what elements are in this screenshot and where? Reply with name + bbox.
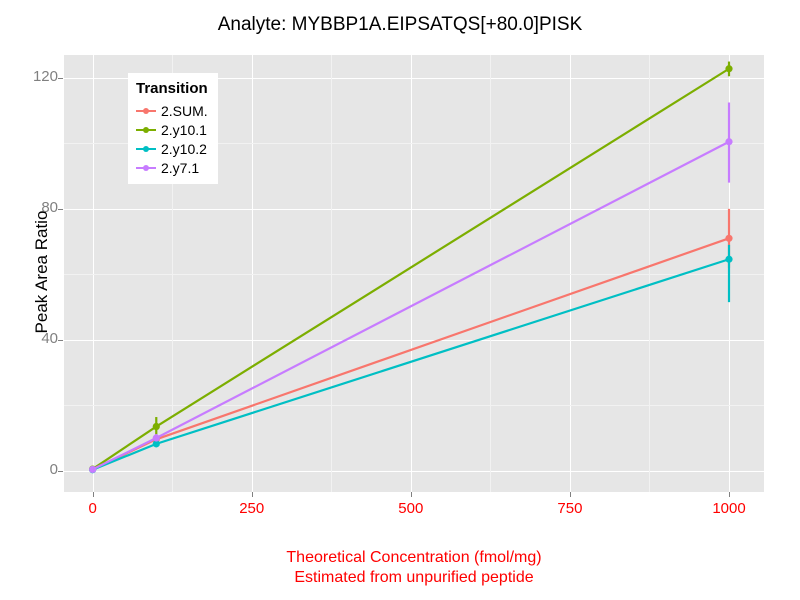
legend-item-2-y7-1[interactable]: 2.y7.1	[136, 158, 208, 177]
legend-items: 2.SUM. 2.y10.1 2.y10.2 2.y7.1	[136, 101, 208, 177]
series-line	[92, 258, 730, 471]
x-axis-title-line2: Estimated from unpurified peptide	[294, 569, 534, 586]
legend-item-2-y10-2[interactable]: 2.y10.2	[136, 139, 208, 158]
legend-key-icon	[136, 140, 156, 157]
legend-item-label: 2.y7.1	[161, 159, 200, 176]
legend-item-label: 2.y10.2	[161, 140, 207, 157]
legend-key-dot	[143, 146, 149, 152]
x-tick-mark	[410, 492, 412, 497]
x-axis-title-line1: Theoretical Concentration (fmol/mg)	[286, 549, 542, 566]
y-tick-mark	[58, 77, 63, 79]
y-tick-label: 120	[32, 67, 58, 85]
y-tick-label: 40	[41, 329, 58, 347]
gridline-minor-y	[64, 143, 764, 145]
y-tick-mark	[58, 208, 63, 210]
data-point	[152, 434, 160, 442]
x-tick-mark	[92, 492, 94, 497]
gridline-minor-y	[64, 405, 764, 407]
y-tick-mark	[58, 339, 63, 341]
data-point	[725, 138, 733, 146]
gridline-major-x	[251, 55, 253, 492]
gridline-major-x	[92, 55, 94, 492]
legend-item-2-y10-1[interactable]: 2.y10.1	[136, 120, 208, 139]
gridline-major-y	[64, 339, 764, 341]
y-tick-label: 0	[49, 460, 58, 478]
y-axis-title: Peak Area Ratio	[32, 210, 51, 334]
legend-key-dot	[143, 108, 149, 114]
series-line	[92, 140, 730, 471]
legend-item-2-sum-[interactable]: 2.SUM.	[136, 101, 208, 120]
legend-key-dot	[143, 165, 149, 171]
legend-key-icon	[136, 159, 156, 176]
data-point	[89, 465, 97, 474]
x-tick-label: 250	[239, 500, 265, 517]
x-tick-label: 0	[88, 500, 97, 517]
x-tick-label: 750	[557, 500, 583, 517]
gridline-major-x	[569, 55, 571, 492]
gridline-minor-x	[331, 55, 333, 492]
series-layer	[89, 61, 733, 474]
x-tick-mark	[251, 492, 253, 497]
series-2.y10.2	[89, 244, 733, 474]
legend-item-label: 2.y10.1	[161, 121, 207, 138]
data-point	[725, 255, 733, 263]
x-tick-label: 1000	[712, 500, 746, 517]
legend-key-icon	[136, 121, 156, 138]
data-point	[152, 422, 160, 431]
data-point	[152, 440, 160, 448]
legend: Transition 2.SUM. 2.y10.1 2.y10.2 2.y7.1	[128, 73, 218, 184]
gridline-major-x	[410, 55, 412, 492]
legend-key-dot	[143, 127, 149, 133]
x-tick-mark	[729, 492, 730, 497]
gridline-major-y	[64, 208, 764, 210]
gridline-major-y	[64, 77, 764, 79]
x-tick-mark	[569, 492, 571, 497]
y-tick-mark	[58, 470, 63, 472]
x-tick-label: 500	[398, 500, 424, 517]
x-axis-title: Theoretical Concentration (fmol/mg) Esti…	[64, 548, 764, 588]
page-title: Analyte: MYBBP1A.EIPSATQS[+80.0]PISK	[217, 14, 583, 35]
gridline-minor-x	[172, 55, 174, 492]
gridline-minor-x	[490, 55, 492, 492]
data-point	[725, 65, 733, 73]
series-2.y7.1	[89, 102, 733, 474]
legend-item-label: 2.SUM.	[161, 102, 208, 119]
gridline-major-y	[64, 470, 764, 472]
gridline-minor-x	[649, 55, 651, 492]
legend-key-icon	[136, 102, 156, 119]
y-tick-label: 80	[41, 198, 58, 216]
data-point	[725, 234, 733, 242]
legend-title: Transition	[136, 80, 208, 97]
gridline-minor-y	[64, 274, 764, 276]
